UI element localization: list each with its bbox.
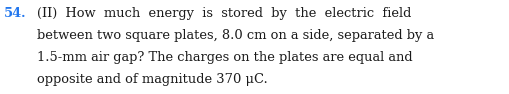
- Text: 1.5-mm air gap? The charges on the plates are equal and: 1.5-mm air gap? The charges on the plate…: [37, 51, 412, 64]
- Text: between two square plates, 8.0 cm on a side, separated by a: between two square plates, 8.0 cm on a s…: [37, 29, 434, 42]
- Text: 54.: 54.: [4, 7, 26, 20]
- Text: opposite and of magnitude 370 μC.: opposite and of magnitude 370 μC.: [37, 73, 267, 86]
- Text: (II)  How  much  energy  is  stored  by  the  electric  field: (II) How much energy is stored by the el…: [37, 7, 411, 20]
